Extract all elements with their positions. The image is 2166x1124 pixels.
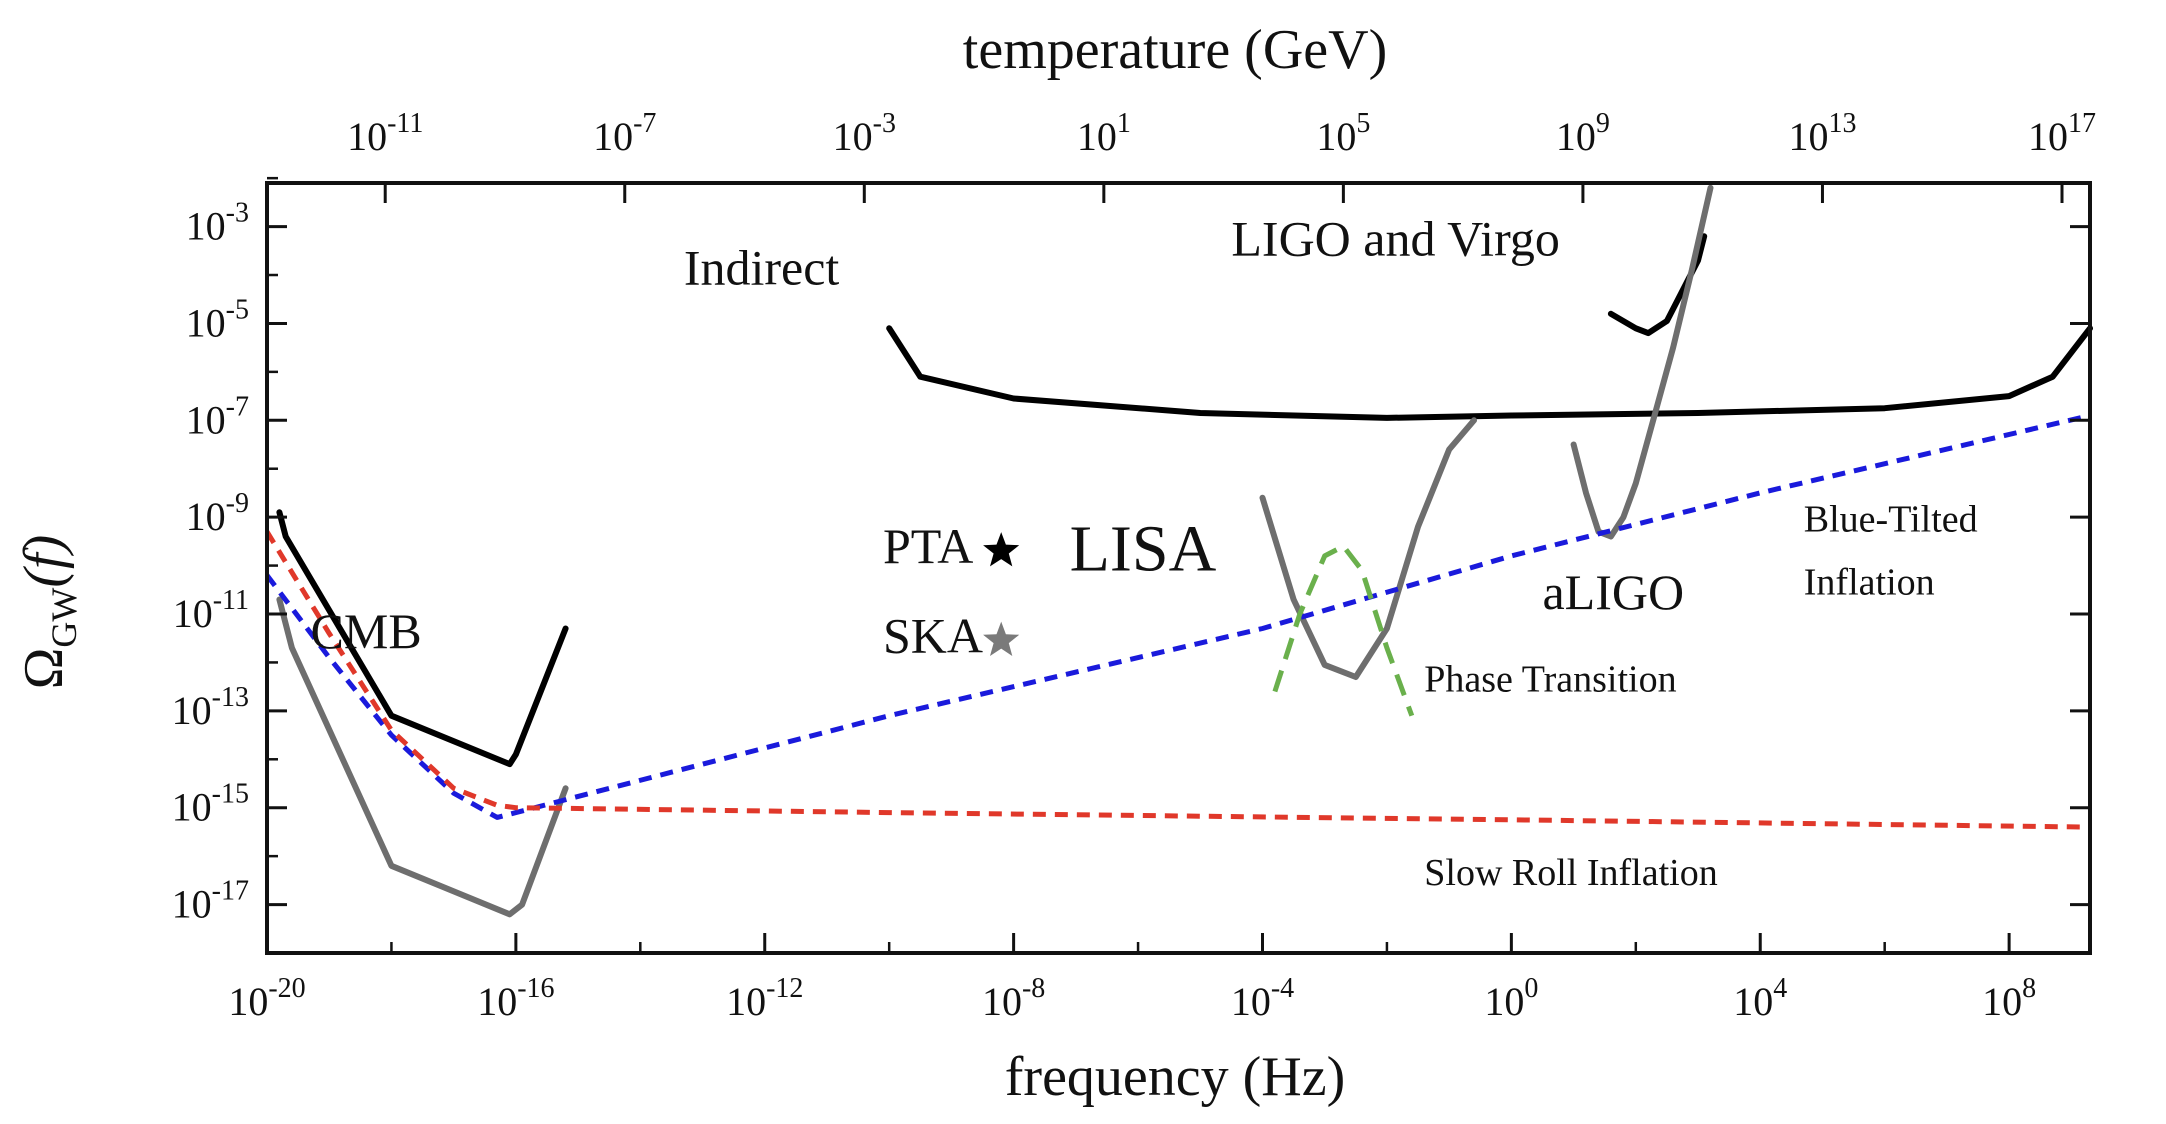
- x-axis-title: frequency (Hz): [1005, 1046, 1345, 1108]
- annotation-inflation: Inflation: [1804, 562, 1935, 604]
- annotations-layer: CMB Indirect LIGO and Virgo LISA aLIGO Blue-T…: [311, 211, 1978, 895]
- y-tick-label: 10-3: [186, 198, 249, 249]
- x-tick-label: 10-8: [982, 973, 1045, 1024]
- y-tick-label: 10-15: [172, 779, 249, 830]
- y-axis-title: ΩGW(f): [13, 535, 84, 689]
- top-tick-label: 10-11: [347, 108, 423, 159]
- annotation-pta: PTA: [883, 518, 973, 574]
- y-tick-label: 10-13: [172, 682, 249, 733]
- series-line-lisa: [1259, 417, 1477, 680]
- plot-lines-layer: [264, 184, 2093, 918]
- series-line-blue-tilted-inflation: [265, 413, 2091, 820]
- series-line-slow-roll-inflation: [264, 530, 2091, 830]
- top-tick-label: 109: [1556, 108, 1610, 159]
- series-line-curve-1: [276, 596, 569, 918]
- ticks-layer: 10-20 10-16 10-12 10-8 10-4 100 104 108 10-3 10-5…: [172, 108, 2096, 1024]
- top-tick-label: 10-3: [833, 108, 896, 159]
- x-tick-label: 100: [1484, 973, 1538, 1024]
- annotation-ligo-and-virgo: LIGO and Virgo: [1231, 211, 1559, 267]
- annotation-phase-transition: Phase Transition: [1424, 658, 1676, 700]
- x-tick-label: 108: [1982, 973, 2036, 1024]
- star-marker-pta: [983, 532, 1020, 567]
- annotation-blue-tilted: Blue-Tilted: [1804, 499, 1978, 541]
- y-axis-title-argument: (f): [13, 535, 75, 588]
- svg-text:ΩGW(f): ΩGW(f): [13, 535, 84, 689]
- annotation-lisa: LISA: [1070, 512, 1217, 585]
- annotation-slow-roll-inflation: Slow Roll Inflation: [1424, 852, 1717, 894]
- series-line-indirect: [886, 325, 2093, 421]
- top-tick-label: 105: [1316, 108, 1370, 159]
- annotation-ska: SKA: [883, 608, 983, 664]
- series-line-aligo: [1570, 184, 1714, 540]
- x-tick-label: 10-16: [477, 973, 554, 1024]
- x-tick-label: 10-4: [1231, 973, 1294, 1024]
- y-axis-title-subscript: GW: [44, 588, 84, 648]
- points-layer: [983, 532, 1020, 656]
- top-axis-title: temperature (GeV): [963, 19, 1387, 81]
- y-tick-label: 10-11: [173, 585, 249, 636]
- y-axis-title-symbol: Ω: [13, 648, 75, 690]
- x-tick-label: 10-12: [726, 973, 803, 1024]
- top-tick-label: 10-7: [593, 108, 656, 159]
- y-tick-label: 10-5: [186, 294, 249, 345]
- x-tick-label: 10-20: [228, 973, 305, 1024]
- series-line-phase-transition: [1272, 543, 1415, 717]
- series-line-cmb: [276, 509, 569, 768]
- annotation-aligo: aLIGO: [1542, 564, 1684, 620]
- y-tick-label: 10-9: [186, 488, 249, 539]
- top-tick-label: 1013: [1788, 108, 1856, 159]
- series-line-ligo-and-virgo: [1607, 233, 1708, 337]
- x-tick-label: 104: [1733, 973, 1787, 1024]
- plot-frame: [265, 181, 2092, 955]
- top-tick-label: 101: [1077, 108, 1131, 159]
- y-tick-label: 10-17: [172, 876, 249, 927]
- y-tick-label: 10-7: [186, 391, 249, 442]
- star-marker-ska: [983, 621, 1020, 656]
- annotation-indirect: Indirect: [684, 240, 840, 296]
- annotation-cmb: CMB: [311, 603, 422, 659]
- top-tick-label: 1017: [2028, 108, 2096, 159]
